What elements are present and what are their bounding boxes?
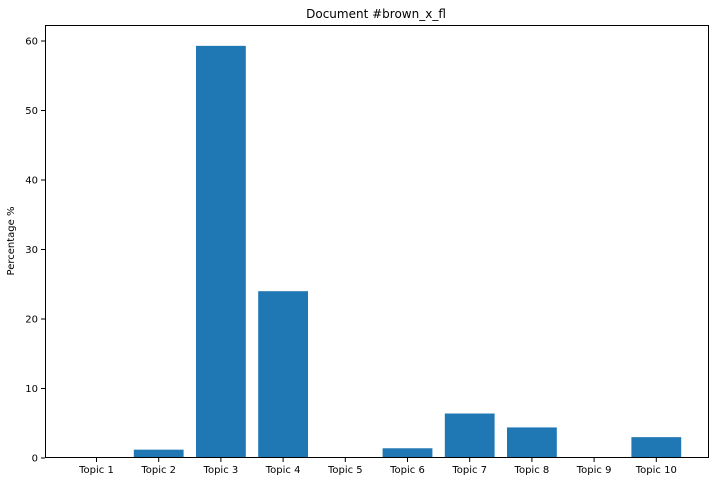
x-tick-label: Topic 4 (265, 465, 301, 476)
bar-topic-2 (133, 449, 184, 458)
bar-topic-7 (444, 413, 495, 458)
y-tick-label: 30 (25, 245, 38, 256)
x-ticks: Topic 1 Topic 2 Topic 3 Topic 4 Topic 5 Topic… (78, 458, 677, 476)
x-tick-label: Topic 3 (203, 465, 239, 476)
bar-topic-10 (631, 437, 682, 458)
y-tick-label: 20 (25, 314, 38, 325)
x-tick-label: Topic 1 (78, 465, 114, 476)
y-tick-label: 40 (25, 175, 38, 186)
x-tick-label: Topic 10 (635, 465, 677, 476)
x-tick-label: Topic 9 (576, 465, 612, 476)
x-tick-label: Topic 5 (327, 465, 363, 476)
bar-topic-4 (258, 291, 308, 458)
y-tick-label: 50 (25, 106, 38, 117)
chart-title: Document #brown_x_fl (306, 7, 446, 21)
y-axis-label: Percentage % (6, 207, 17, 276)
bar-topic-8 (507, 427, 557, 458)
y-ticks: 0 10 20 30 40 50 60 (25, 36, 45, 465)
x-tick-label: Topic 7 (451, 465, 487, 476)
bar-topic-6 (382, 448, 433, 458)
x-tick-label: Topic 6 (389, 465, 425, 476)
x-tick-label: Topic 8 (514, 465, 550, 476)
y-tick-label: 10 (25, 384, 38, 395)
x-tick-label: Topic 2 (140, 465, 176, 476)
y-tick-label: 0 (32, 454, 38, 465)
bar-topic-3 (196, 45, 246, 459)
y-tick-label: 60 (25, 36, 38, 47)
plot-frame (45, 25, 709, 458)
bars-group (133, 45, 682, 459)
